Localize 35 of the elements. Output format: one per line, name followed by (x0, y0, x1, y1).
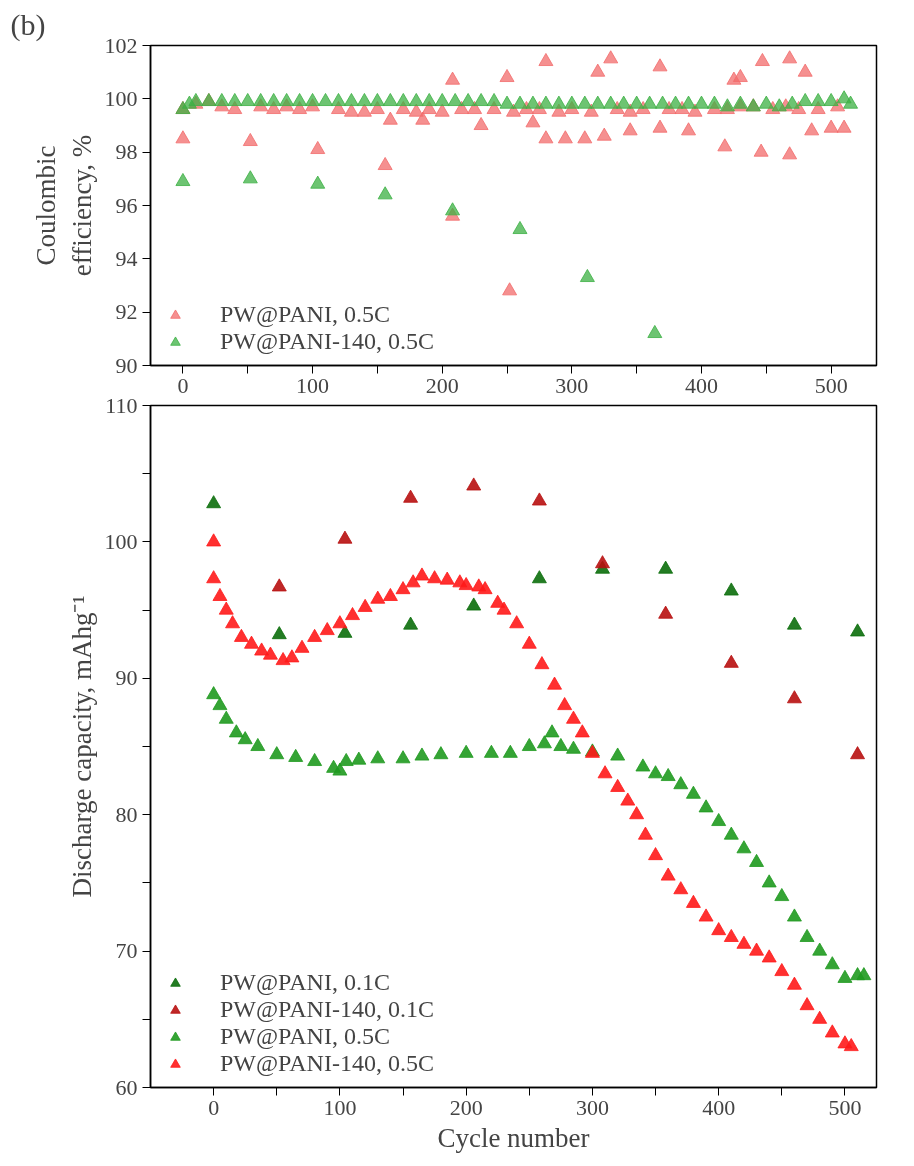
legend-label: PW@PANI, 0.5C (220, 301, 390, 328)
y-tick-label: 96 (115, 192, 138, 218)
legend-label: PW@PANI-140, 0.5C (220, 328, 434, 355)
y-tick-label: 92 (115, 299, 138, 325)
x-tick-label: 500 (814, 372, 848, 398)
y-tick-label: 60 (115, 1074, 138, 1100)
y-tick-label: 80 (115, 801, 138, 827)
x-tick-label: 200 (425, 372, 459, 398)
y-axis-title: Discharge capacity, mAhg⁻¹ (66, 595, 97, 898)
y-tick-label: 94 (115, 245, 138, 271)
x-tick-label: 200 (449, 1094, 483, 1120)
legend-label: PW@PANI-140, 0.1C (220, 996, 434, 1023)
y-tick-label: 100 (104, 528, 138, 554)
x-axis-title: Cycle number (437, 1122, 590, 1153)
y-tick-label: 110 (105, 392, 138, 418)
x-tick-label: 100 (296, 372, 330, 398)
y-axis-title: Coulombic efficiency, % (30, 134, 97, 277)
y-tick-label: 90 (115, 665, 138, 691)
legend-label: PW@PANI, 0.1C (220, 969, 390, 996)
x-tick-label: 400 (702, 1094, 736, 1120)
legend-label: PW@PANI-140, 0.5C (220, 1050, 434, 1077)
x-tick-label: 100 (323, 1094, 357, 1120)
x-tick-label: 300 (575, 1094, 609, 1120)
x-tick-label: 0 (177, 372, 189, 398)
y-tick-label: 90 (115, 352, 138, 378)
y-tick-label: 100 (104, 85, 138, 111)
y-tick-label: 102 (104, 32, 138, 58)
y-tick-label: 98 (115, 139, 138, 165)
x-tick-label: 500 (828, 1094, 862, 1120)
legend-label: PW@PANI, 0.5C (220, 1023, 390, 1050)
y-tick-label: 70 (115, 938, 138, 964)
text: (b) (10, 7, 46, 42)
x-tick-label: 300 (555, 372, 589, 398)
x-tick-label: 0 (208, 1094, 220, 1120)
x-tick-label: 400 (684, 372, 718, 398)
